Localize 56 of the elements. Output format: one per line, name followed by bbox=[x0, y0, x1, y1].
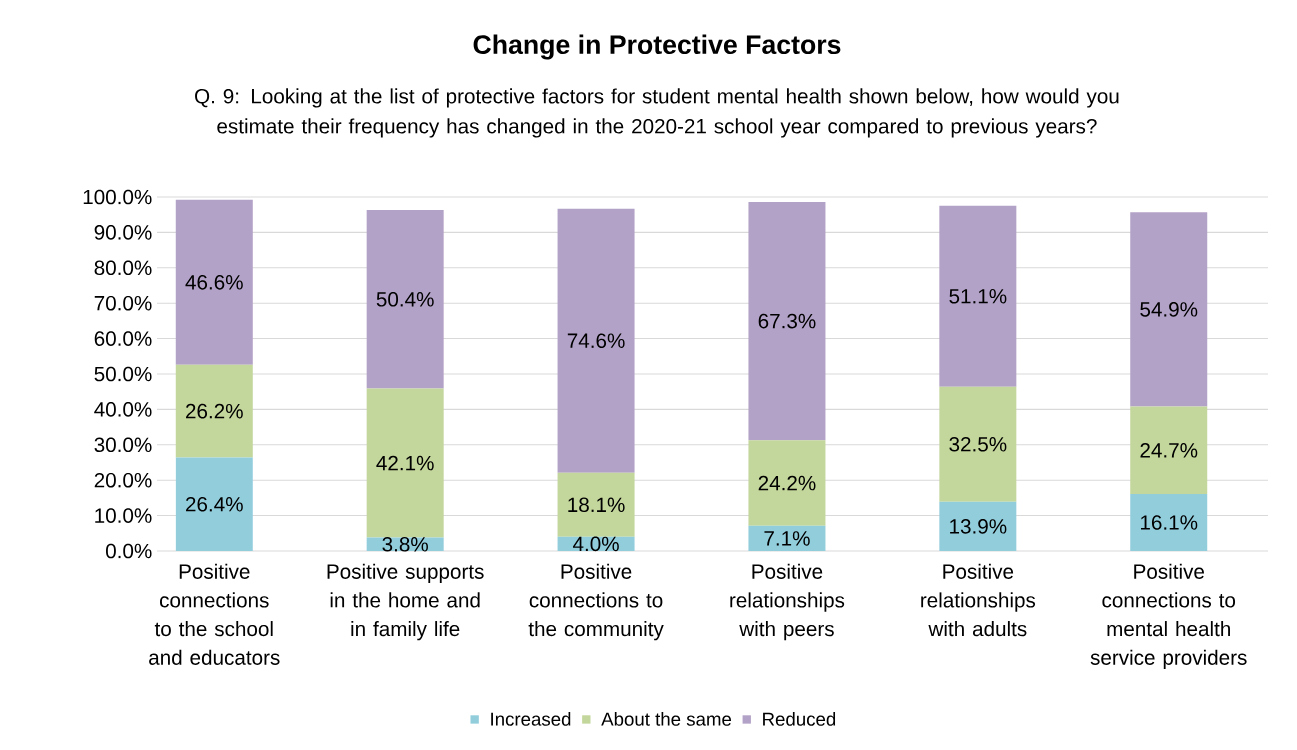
bar bbox=[1130, 406, 1208, 494]
data-label: 46.6% bbox=[185, 274, 243, 290]
bar bbox=[175, 457, 253, 551]
legend-label: Reduced bbox=[763, 712, 836, 726]
data-label: 3.8% bbox=[382, 536, 428, 552]
x-tick-label: Positive connections to mental health service providers bbox=[1090, 563, 1247, 669]
bar bbox=[748, 201, 826, 441]
bar bbox=[748, 525, 826, 551]
data-label: 13.9% bbox=[950, 519, 1007, 534]
y-tick-label: 80.0% bbox=[94, 260, 152, 276]
y-tick-label: 0.0% bbox=[106, 543, 152, 559]
data-label: 18.1% bbox=[568, 497, 625, 513]
chart-title: Change in Protective Factors bbox=[473, 34, 841, 60]
bar bbox=[1130, 494, 1208, 551]
chart-subtitle: Q. 9: Looking at the list of protective factors for student mental health shown below, how would you estimate their frequency has changed in the 2020-21 school year compared to previous years? bbox=[195, 88, 1119, 138]
bar bbox=[557, 208, 635, 473]
data-label: 26.2% bbox=[186, 403, 243, 419]
y-tick-label: 20.0% bbox=[94, 472, 152, 488]
bar bbox=[557, 472, 635, 537]
y-tick-label: 90.0% bbox=[94, 225, 152, 240]
data-label: 24.7% bbox=[1140, 443, 1198, 458]
bar bbox=[939, 501, 1017, 551]
x-tick-label: Positive supports in the home and in family life bbox=[327, 563, 484, 641]
bar bbox=[748, 440, 826, 526]
bar bbox=[175, 364, 253, 458]
y-tick-label: 70.0% bbox=[94, 295, 152, 311]
x-tick-label: Positive relationships with adults bbox=[921, 563, 1036, 637]
data-label: 51.1% bbox=[949, 289, 1007, 304]
legend-label: Increased bbox=[491, 712, 571, 726]
y-tick-label: 50.0% bbox=[94, 366, 152, 382]
bar bbox=[939, 205, 1017, 387]
y-tick-label: 60.0% bbox=[94, 331, 152, 346]
data-label: 54.9% bbox=[1140, 302, 1198, 317]
x-tick-label: Positive connections to the school and educators bbox=[149, 563, 280, 665]
y-tick-label: 10.0% bbox=[95, 508, 152, 523]
data-label: 32.5% bbox=[949, 436, 1007, 452]
legend-label: About the same bbox=[601, 712, 732, 726]
y-tick-label: 40.0% bbox=[94, 402, 152, 417]
data-label: 16.1% bbox=[1141, 515, 1198, 530]
bar bbox=[366, 388, 444, 538]
data-label: 50.4% bbox=[376, 291, 434, 307]
y-tick-label: 30.0% bbox=[94, 437, 152, 453]
data-label: 7.1% bbox=[764, 531, 810, 546]
data-label: 4.0% bbox=[572, 536, 619, 552]
x-tick-label: Positive relationships with peers bbox=[730, 563, 845, 641]
data-label: 24.2% bbox=[758, 475, 816, 491]
bar bbox=[1130, 212, 1208, 407]
data-label: 74.6% bbox=[567, 333, 625, 349]
data-label: 26.4% bbox=[186, 496, 243, 512]
data-label: 42.1% bbox=[376, 455, 434, 471]
y-tick-label: 100.0% bbox=[83, 189, 152, 205]
bar bbox=[175, 199, 253, 365]
data-label: 67.3% bbox=[758, 313, 816, 329]
bar bbox=[366, 210, 444, 389]
bar bbox=[939, 386, 1017, 502]
x-tick-label: Positive connections to the community bbox=[528, 563, 664, 641]
